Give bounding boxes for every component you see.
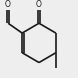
Text: O: O <box>36 0 42 9</box>
Text: O: O <box>4 0 10 9</box>
